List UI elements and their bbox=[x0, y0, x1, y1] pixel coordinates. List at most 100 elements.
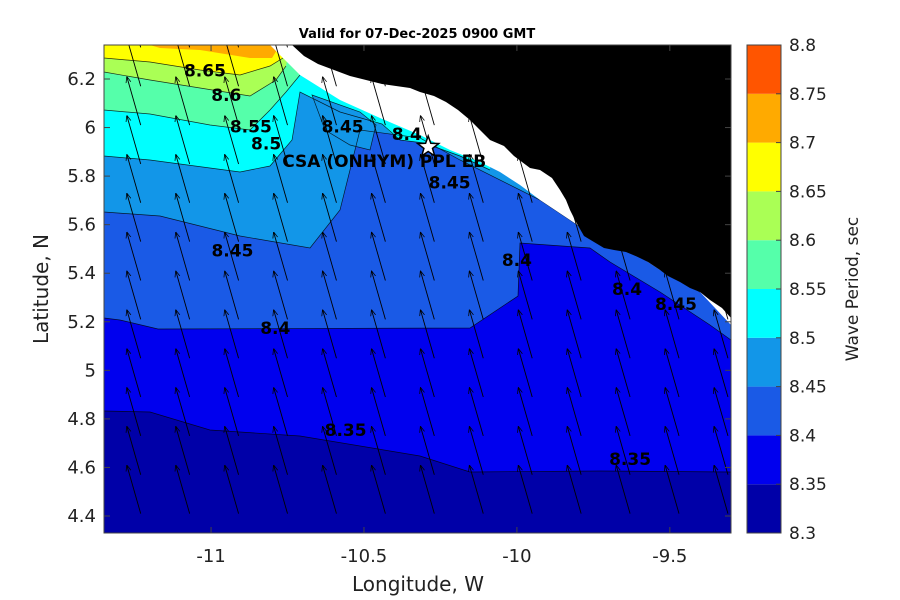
wave-vector bbox=[421, 427, 435, 475]
wave-vector bbox=[127, 310, 142, 359]
y-tick-label: 5.2 bbox=[67, 312, 96, 333]
wave-vector bbox=[127, 77, 142, 126]
wave-vector bbox=[616, 466, 631, 514]
wave-vector bbox=[225, 155, 240, 203]
y-tick-label: 4.4 bbox=[67, 506, 96, 527]
wave-vector bbox=[665, 310, 680, 359]
station-label: CSA (ONHYM) PPL EB bbox=[282, 152, 486, 172]
wave-vector bbox=[372, 155, 386, 203]
colorbar-tick-label: 8.35 bbox=[789, 475, 827, 495]
contour-label: 8.45 bbox=[655, 295, 697, 315]
wave-vector bbox=[665, 349, 680, 398]
wave-vector bbox=[714, 194, 729, 242]
wave-vector bbox=[323, 232, 337, 281]
colorbar-segment bbox=[747, 484, 781, 533]
wave-vector bbox=[225, 349, 240, 398]
wave-vector bbox=[714, 349, 729, 398]
wave-vector bbox=[469, 427, 484, 475]
wave-vector bbox=[422, 45, 435, 87]
wave-vector bbox=[323, 155, 337, 203]
wave-vector bbox=[617, 45, 631, 87]
wave-vector bbox=[225, 427, 240, 475]
colorbar-tick-label: 8.3 bbox=[789, 524, 816, 544]
y-tick-label: 4.6 bbox=[67, 457, 96, 478]
wave-vector bbox=[237, 45, 240, 48]
wave-vector bbox=[518, 310, 533, 359]
wave-vector bbox=[127, 466, 142, 514]
wave-vector bbox=[469, 155, 484, 203]
contour-label: 8.4 bbox=[392, 125, 422, 145]
x-axis-label: Longitude, W bbox=[352, 572, 484, 596]
colorbar-tick-label: 8.7 bbox=[789, 134, 816, 154]
wave-vector bbox=[421, 77, 435, 126]
wave-vector bbox=[225, 388, 240, 437]
wave-vector bbox=[518, 194, 533, 242]
wave-vector bbox=[274, 310, 288, 359]
wave-vector bbox=[323, 194, 337, 242]
colorbar-tick-label: 8.55 bbox=[789, 280, 827, 300]
colorbar-segment bbox=[747, 337, 781, 387]
wave-vector bbox=[469, 310, 484, 359]
wave-vector bbox=[225, 310, 240, 359]
colorbar-tick-label: 8.45 bbox=[789, 378, 827, 398]
wave-vector bbox=[567, 427, 582, 475]
station-star-icon bbox=[415, 133, 441, 158]
colorbar-segment bbox=[747, 240, 781, 289]
band-8.70-8.75 bbox=[150, 45, 280, 58]
wave-vector bbox=[519, 45, 533, 87]
wave-vector bbox=[127, 388, 142, 437]
contour-label: 8.5 bbox=[251, 135, 281, 155]
wave-vector bbox=[421, 349, 435, 398]
wave-vector bbox=[469, 77, 484, 126]
wave-vector bbox=[518, 349, 533, 398]
wave-vector bbox=[127, 116, 142, 165]
wave-vector bbox=[324, 45, 337, 87]
wave-vector bbox=[177, 45, 191, 87]
colorbar-segment bbox=[747, 142, 781, 192]
plot-frame bbox=[103, 44, 732, 534]
wave-vector bbox=[372, 310, 386, 359]
wave-vector bbox=[715, 45, 729, 87]
wave-vector bbox=[176, 349, 191, 398]
x-tick-label: -10 bbox=[502, 546, 531, 567]
wave-vector bbox=[421, 194, 435, 242]
wave-vector bbox=[421, 310, 435, 359]
wave-vector bbox=[286, 45, 288, 48]
wave-vector bbox=[421, 155, 435, 203]
contour-label: 8.4 bbox=[260, 319, 290, 339]
y-tick-label: 4.8 bbox=[67, 409, 96, 430]
wave-vector bbox=[469, 271, 484, 320]
wave-vector bbox=[616, 155, 631, 203]
wave-vector bbox=[176, 388, 191, 437]
wave-vector bbox=[274, 194, 288, 242]
wave-vector bbox=[518, 427, 533, 475]
wave-vector bbox=[176, 466, 191, 514]
wave-vector bbox=[127, 155, 142, 203]
wave-vector bbox=[665, 271, 680, 320]
contour-label: 8.4 bbox=[502, 251, 532, 271]
wave-vector bbox=[665, 466, 680, 514]
contour-label: 8.35 bbox=[609, 450, 651, 470]
wave-vector bbox=[714, 155, 729, 203]
y-axis-label: Latitude, N bbox=[29, 234, 53, 344]
wave-vector bbox=[469, 388, 484, 437]
wave-vector bbox=[372, 271, 386, 320]
wave-vector bbox=[188, 45, 191, 48]
contour-label: 8.65 bbox=[184, 62, 226, 82]
wave-vector bbox=[714, 77, 729, 126]
wave-vector bbox=[274, 349, 288, 398]
station-marker bbox=[415, 133, 441, 158]
wave-vector bbox=[421, 466, 435, 514]
colorbar-tick-label: 8.6 bbox=[789, 231, 816, 251]
y-tick-label: 6 bbox=[85, 118, 96, 139]
colorbar-tick-label: 8.5 bbox=[789, 329, 816, 349]
wave-vector bbox=[176, 194, 191, 242]
colorbar-tick-label: 8.8 bbox=[789, 36, 816, 56]
wave-vector bbox=[225, 194, 240, 242]
wave-vector bbox=[714, 116, 729, 165]
wave-vector bbox=[567, 349, 582, 398]
wave-vector bbox=[665, 427, 680, 475]
wave-vector bbox=[274, 77, 288, 126]
wave-vector bbox=[274, 116, 288, 165]
y-tick-label: 6.2 bbox=[67, 69, 96, 90]
